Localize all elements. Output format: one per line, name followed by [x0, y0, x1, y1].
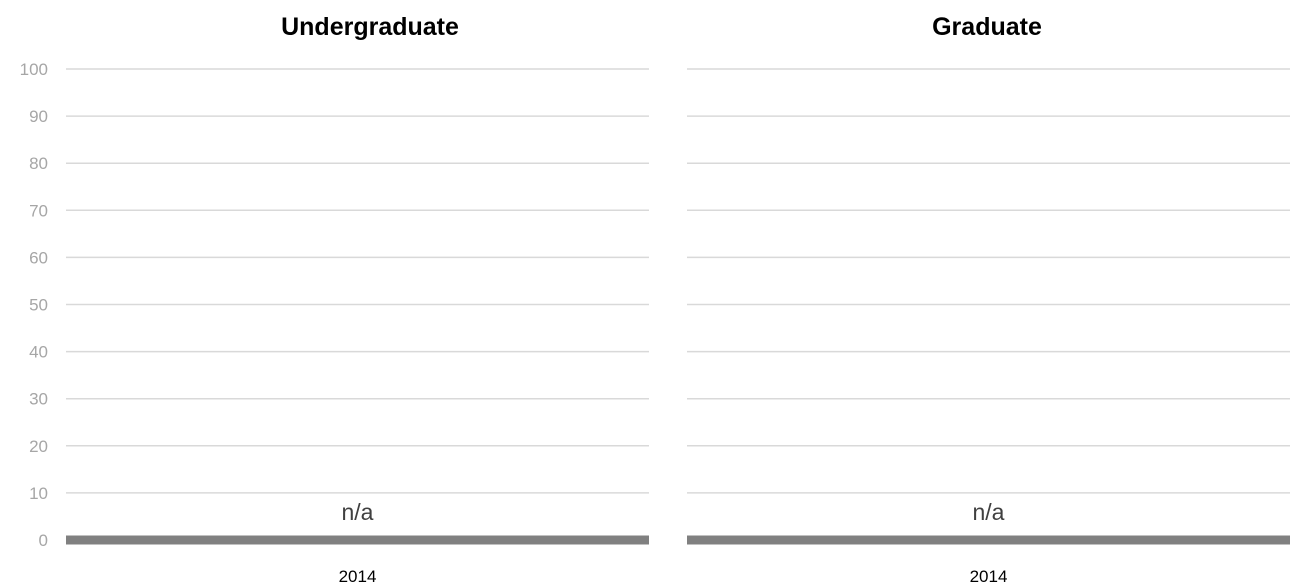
- data-labels: n/a: [973, 499, 1005, 525]
- panel-graduate: Graduate n/a 2014: [687, 13, 1290, 586]
- y-tick-label: 10: [29, 484, 48, 503]
- y-tick-label: 20: [29, 437, 48, 456]
- panel-undergraduate: Undergraduate 0 10 20 30 40 50 60 70 80 90 100 n/a…: [20, 13, 649, 586]
- data-labels: n/a: [342, 499, 374, 525]
- panel-title: Graduate: [932, 13, 1042, 41]
- y-tick-label: 90: [29, 107, 48, 126]
- y-tick-label: 50: [29, 296, 48, 315]
- x-category-label: 2014: [339, 567, 377, 586]
- y-tick-label: 30: [29, 390, 48, 409]
- y-tick-label: 60: [29, 248, 48, 267]
- y-axis-ticks: 0 10 20 30 40 50 60 70 80 90 100: [20, 60, 48, 550]
- x-category-label: 2014: [970, 567, 1008, 586]
- y-tick-label: 100: [20, 60, 48, 79]
- y-tick-label: 80: [29, 154, 48, 173]
- data-label: n/a: [973, 499, 1005, 525]
- data-label: n/a: [342, 499, 374, 525]
- y-tick-label: 40: [29, 343, 48, 362]
- panel-title: Undergraduate: [281, 13, 459, 41]
- x-axis-categories: 2014: [339, 567, 377, 586]
- gridlines: [687, 68, 1290, 494]
- gridlines: [66, 68, 649, 494]
- y-tick-label: 0: [39, 531, 48, 550]
- x-axis-categories: 2014: [970, 567, 1008, 586]
- y-tick-label: 70: [29, 201, 48, 220]
